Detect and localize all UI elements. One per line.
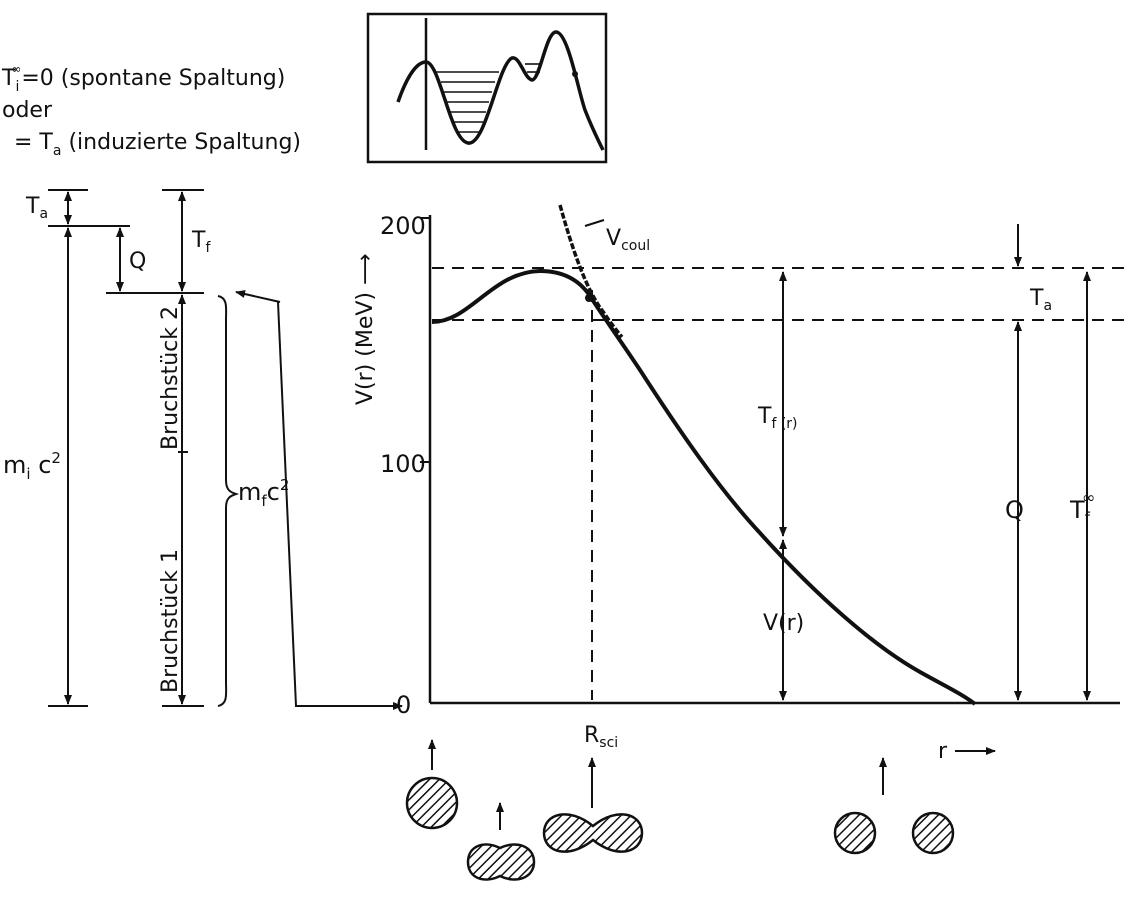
deformed-nucleus	[466, 843, 536, 881]
ta-right-label: Ta	[1029, 286, 1052, 314]
left-scale-labels: Ta Q Tf mi c2 mfc2 Bruchstück 2 Bruchstü…	[3, 194, 289, 693]
y-tick-label-200: 200	[380, 212, 426, 240]
fragment-1-label: Bruchstück 1	[158, 549, 183, 693]
y-tick-label-100: 100	[380, 450, 426, 478]
spherical-nucleus	[405, 776, 459, 830]
inset-potential-wells	[366, 12, 608, 164]
y-axis-label: V(r) (MeV) ⟶	[353, 253, 378, 405]
header-line-1: Ti∞=0 (spontane Spaltung)	[1, 62, 285, 95]
q-right-label: Q	[1005, 496, 1024, 524]
vcoul-label: Vcoul	[606, 226, 650, 254]
plot-arrows	[779, 224, 1091, 701]
main-plot: 200 100 0 V(r) (MeV) ⟶	[353, 204, 1125, 764]
fragment-2-label: Bruchstück 2	[158, 306, 183, 450]
connector-arrows	[235, 290, 403, 710]
tf-inf-label: Tf∞	[1069, 488, 1095, 527]
header-line-2: oder	[2, 98, 53, 123]
y-tick-label-0: 0	[396, 691, 411, 719]
header-text: Ti∞=0 (spontane Spaltung) oder = Ta (ind…	[1, 62, 301, 159]
potential-curve	[431, 268, 977, 706]
nucleus-shapes	[405, 739, 955, 881]
dashed-guides	[432, 267, 1125, 700]
q-left-label: Q	[129, 249, 146, 274]
mi-c2-label: mi c2	[3, 449, 61, 483]
ta-left-label: Ta	[25, 194, 48, 222]
mf-c2-label: mfc2	[238, 476, 289, 510]
tf-left-label: Tf	[191, 228, 211, 256]
fragment-nucleus-2	[911, 811, 955, 855]
left-energy-scale	[48, 189, 240, 707]
header-line-3: = Ta (induzierte Spaltung)	[14, 130, 301, 159]
coulomb-curve	[558, 204, 624, 339]
tf-r-label: Tf (r)	[757, 404, 798, 432]
scission-nucleus	[542, 813, 644, 853]
r-sci-label: Rsci	[584, 723, 618, 751]
fragment-nucleus-1	[833, 811, 877, 855]
v-r-label: V(r)	[763, 611, 804, 636]
r-axis-label: r	[938, 739, 948, 764]
